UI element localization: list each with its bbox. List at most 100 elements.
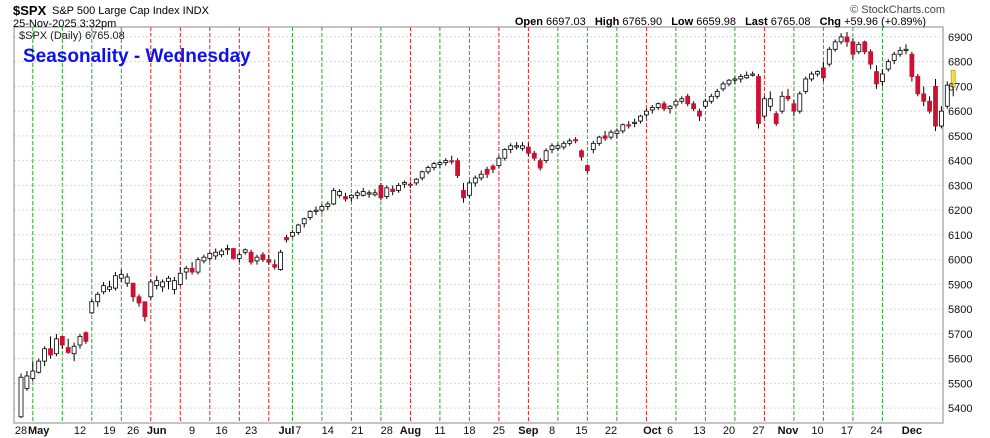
candle bbox=[785, 88, 791, 102]
low-label: Low bbox=[671, 16, 694, 28]
candle bbox=[289, 229, 295, 238]
x-tick-label: Dec bbox=[902, 425, 922, 437]
candle bbox=[36, 358, 42, 374]
candle bbox=[638, 114, 643, 124]
candle bbox=[248, 249, 254, 265]
candle bbox=[177, 267, 183, 286]
candle bbox=[531, 150, 537, 161]
candle bbox=[59, 335, 65, 349]
candle bbox=[207, 252, 213, 261]
candle bbox=[655, 102, 661, 110]
candle bbox=[496, 155, 502, 169]
candle bbox=[803, 76, 809, 94]
wednesday-lines bbox=[32, 27, 883, 423]
candle bbox=[909, 51, 915, 82]
candle bbox=[366, 190, 372, 198]
candle bbox=[136, 294, 142, 307]
candle bbox=[48, 336, 53, 359]
candle bbox=[927, 96, 932, 114]
x-tick-label: 9 bbox=[189, 425, 195, 437]
candle bbox=[449, 155, 455, 165]
candle bbox=[590, 140, 596, 154]
candle bbox=[402, 180, 407, 188]
candle bbox=[667, 104, 673, 114]
y-tick-label: 6200 bbox=[948, 205, 972, 217]
series-legend: $SPX (Daily) 6765.08 bbox=[19, 30, 125, 42]
candle bbox=[65, 338, 71, 354]
candle bbox=[561, 140, 567, 150]
candle bbox=[596, 135, 602, 146]
candle bbox=[83, 331, 89, 344]
candle bbox=[130, 282, 136, 302]
candle bbox=[573, 137, 578, 144]
candle bbox=[295, 223, 301, 235]
x-tick-label: Sep bbox=[518, 425, 538, 437]
y-tick-label: 6600 bbox=[948, 106, 972, 118]
candle bbox=[726, 78, 732, 87]
candle bbox=[160, 279, 166, 292]
x-axis: 28 May 12 19 26 Jun 9 16 23 Jul 7 14 21 28 Aug 11 18 25 Se… bbox=[15, 425, 922, 437]
candle bbox=[278, 249, 284, 271]
candle bbox=[862, 40, 868, 55]
candle bbox=[272, 259, 278, 270]
high-value: 6765.90 bbox=[622, 16, 663, 28]
candle bbox=[697, 108, 702, 122]
candle bbox=[880, 69, 885, 87]
instrument-name: S&P 500 Large Cap Index INDX bbox=[52, 5, 209, 17]
candle bbox=[189, 262, 195, 275]
x-tick-label: May bbox=[28, 425, 50, 437]
y-tick-label: 5700 bbox=[948, 329, 972, 341]
candle bbox=[390, 185, 396, 196]
candle bbox=[166, 275, 171, 290]
candle bbox=[195, 257, 201, 275]
candle bbox=[118, 269, 124, 282]
x-tick-label: 22 bbox=[605, 425, 617, 437]
y-tick-label: 6000 bbox=[948, 255, 972, 267]
candle bbox=[148, 279, 154, 300]
candle bbox=[555, 143, 561, 151]
open-value: 6697.03 bbox=[546, 16, 586, 28]
candle bbox=[325, 201, 331, 211]
candle bbox=[673, 98, 679, 108]
candle bbox=[219, 248, 225, 258]
candle bbox=[30, 361, 36, 381]
candle bbox=[213, 248, 219, 260]
candle bbox=[466, 180, 472, 198]
x-tick-label: 28 bbox=[15, 425, 27, 437]
candle bbox=[443, 158, 449, 166]
y-tick-label: 5400 bbox=[948, 403, 972, 415]
candle bbox=[24, 371, 30, 391]
candle bbox=[54, 333, 59, 357]
low-value: 6659.98 bbox=[696, 16, 737, 28]
candle bbox=[455, 158, 461, 178]
x-tick-label: Jun bbox=[147, 425, 167, 437]
credit: © StockCharts.com bbox=[850, 4, 945, 16]
x-tick-label: 6 bbox=[667, 425, 673, 437]
x-tick-label: 17 bbox=[841, 425, 853, 437]
candle bbox=[703, 98, 708, 109]
candle bbox=[891, 51, 897, 65]
candle bbox=[850, 38, 856, 60]
candle bbox=[762, 96, 767, 119]
candle bbox=[301, 217, 307, 228]
candle bbox=[950, 69, 956, 97]
candle bbox=[885, 59, 891, 72]
candle bbox=[791, 100, 797, 117]
candle bbox=[171, 276, 177, 295]
x-tick-label: 24 bbox=[870, 425, 882, 437]
candle bbox=[183, 265, 189, 280]
y-tick-label: 6400 bbox=[948, 156, 972, 168]
candle bbox=[478, 170, 484, 181]
candle bbox=[939, 106, 944, 129]
candle bbox=[626, 121, 632, 129]
x-tick-label: 8 bbox=[549, 425, 555, 437]
y-tick-label: 6500 bbox=[948, 131, 972, 143]
y-tick-label: 6700 bbox=[948, 81, 972, 93]
candle bbox=[431, 161, 437, 171]
y-tick-label: 5800 bbox=[948, 304, 972, 316]
candle bbox=[750, 71, 755, 77]
candle bbox=[343, 192, 348, 202]
x-tick-label: 15 bbox=[575, 425, 587, 437]
candle bbox=[113, 272, 118, 291]
candle bbox=[738, 74, 744, 83]
